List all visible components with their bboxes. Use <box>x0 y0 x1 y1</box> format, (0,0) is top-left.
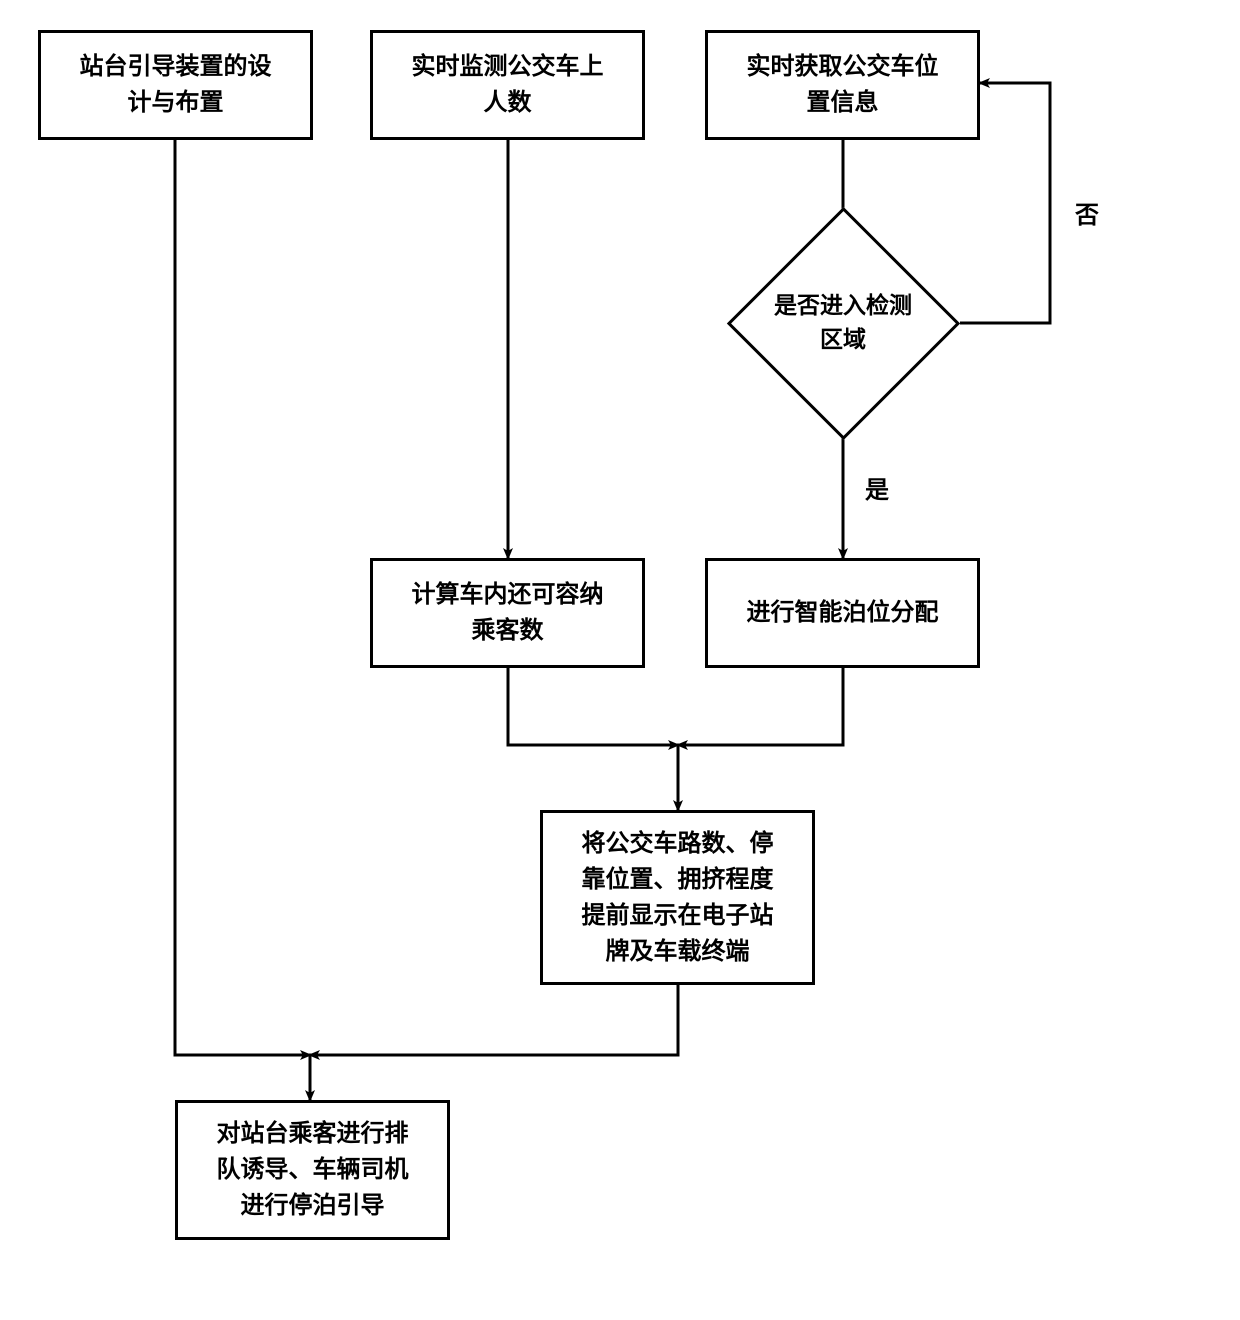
node-guide-passengers-drivers: 对站台乘客进行排队诱导、车辆司机进行停泊引导 <box>175 1100 450 1240</box>
node-label: 实时获取公交车位置信息 <box>747 49 939 121</box>
edge-label-yes: 是 <box>865 470 889 505</box>
node-label: 对站台乘客进行排队诱导、车辆司机进行停泊引导 <box>217 1116 409 1224</box>
node-label: 计算车内还可容纳乘客数 <box>412 577 604 649</box>
edge-label-no: 否 <box>1075 195 1099 230</box>
node-label: 实时监测公交车上人数 <box>412 49 604 121</box>
node-label: 将公交车路数、停靠位置、拥挤程度提前显示在电子站牌及车载终端 <box>582 826 774 970</box>
node-acquire-bus-location: 实时获取公交车位置信息 <box>705 30 980 140</box>
decision-label: 是否进入检测区域 <box>728 263 958 383</box>
node-platform-guidance-design: 站台引导装置的设计与布置 <box>38 30 313 140</box>
node-label: 进行智能泊位分配 <box>747 595 939 631</box>
node-display-info: 将公交车路数、停靠位置、拥挤程度提前显示在电子站牌及车载终端 <box>540 810 815 985</box>
node-label: 站台引导装置的设计与布置 <box>80 49 272 121</box>
node-monitor-passenger-count: 实时监测公交车上人数 <box>370 30 645 140</box>
node-smart-berth-allocation: 进行智能泊位分配 <box>705 558 980 668</box>
node-compute-capacity: 计算车内还可容纳乘客数 <box>370 558 645 668</box>
